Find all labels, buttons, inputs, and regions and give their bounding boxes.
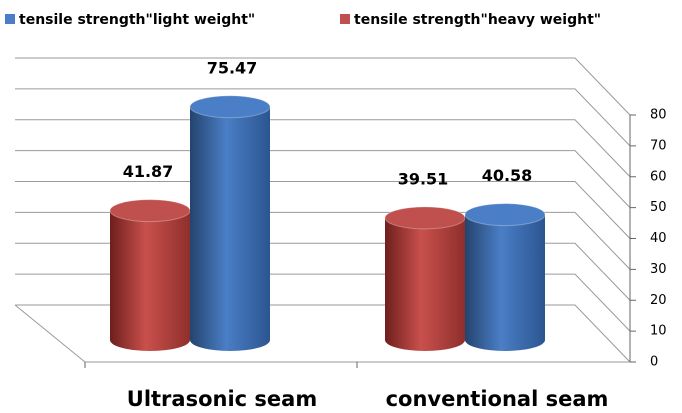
value-label: 39.51 <box>398 169 449 188</box>
y-tick-label: 30 <box>650 262 667 277</box>
y-tick-label: 50 <box>650 200 667 215</box>
grid-line <box>15 119 631 178</box>
bar-top <box>189 95 271 119</box>
y-tick-label: 0 <box>650 355 658 370</box>
bar <box>110 210 190 351</box>
bar <box>190 106 270 351</box>
bar <box>465 214 545 351</box>
x-tick-label: conventional seam <box>386 387 609 411</box>
x-tick-label: Ultrasonic seam <box>127 387 317 411</box>
y-tick-label: 10 <box>650 324 667 339</box>
bar-top <box>384 206 466 230</box>
legend-label: tensile strength"light weight" <box>19 12 255 28</box>
grid-line <box>15 88 631 147</box>
bar-top <box>109 199 191 223</box>
grid-line <box>15 150 631 208</box>
y-tick-label: 40 <box>650 231 667 246</box>
y-tick-label: 20 <box>650 293 667 308</box>
y-tick-label: 70 <box>650 138 667 153</box>
legend-label: tensile strength"heavy weight" <box>354 12 601 28</box>
value-label: 75.47 <box>207 58 258 77</box>
legend-swatch <box>340 14 350 24</box>
y-tick-label: 80 <box>650 108 667 123</box>
grid-line <box>15 57 631 116</box>
bar-top <box>464 203 546 227</box>
bar <box>385 217 465 351</box>
y-tick-label: 60 <box>650 169 667 184</box>
legend-swatch <box>5 14 15 24</box>
value-label: 41.87 <box>123 162 174 181</box>
value-label: 40.58 <box>482 166 533 185</box>
